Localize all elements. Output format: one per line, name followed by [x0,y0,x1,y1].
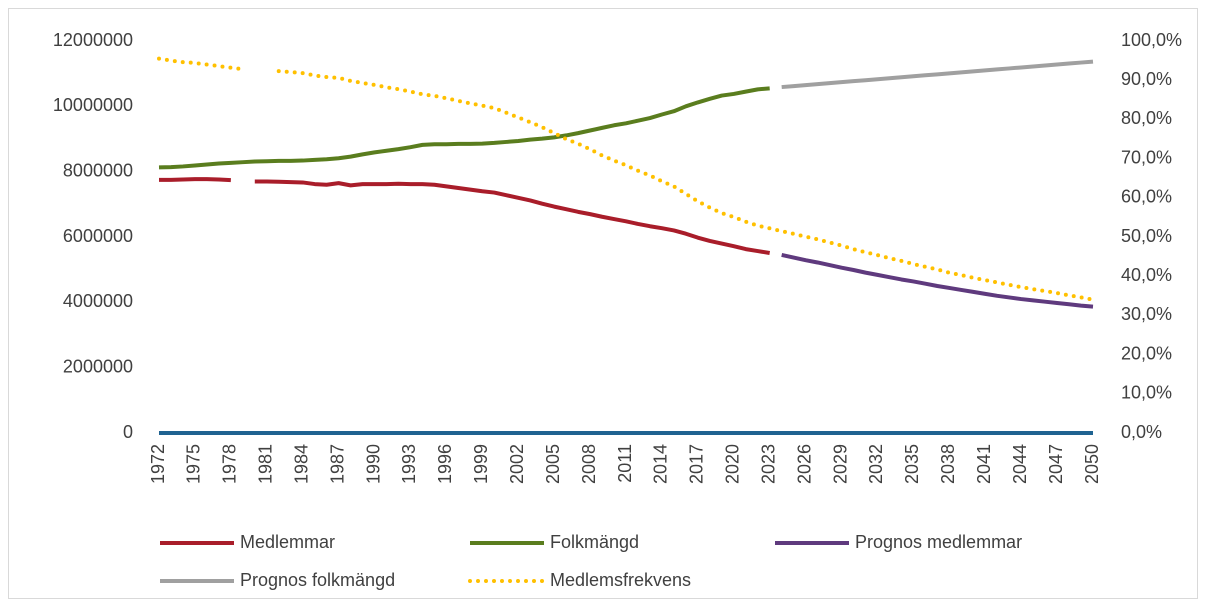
y2-tick-label: 40,0% [1121,265,1172,285]
x-tick-label: 2005 [543,444,563,484]
y-tick-label: 4000000 [63,291,133,311]
chart-frame [8,8,1198,599]
series-line [254,179,771,255]
x-tick-label: 2029 [830,444,850,484]
y-tick-label: 12000000 [53,30,133,50]
y2-tick-label: 50,0% [1121,226,1172,246]
y2-tick-label: 90,0% [1121,69,1172,89]
series-line [276,69,1095,302]
series-line [781,253,1094,309]
y-tick-label: 8000000 [63,160,133,180]
y-tick-label: 0 [123,422,133,442]
x-tick-label: 2014 [651,444,671,484]
y2-tick-label: 60,0% [1121,187,1172,207]
x-tick-label: 1990 [363,444,383,484]
y2-tick-label: 70,0% [1121,147,1172,167]
y2-tick-label: 80,0% [1121,108,1172,128]
legend-label: Folkmängd [550,532,639,552]
legend-label: Medlemmar [240,532,335,552]
x-tick-label: 1972 [148,444,168,484]
series-line [159,177,231,183]
y2-tick-label: 20,0% [1121,343,1172,363]
x-tick-label: 2047 [1046,444,1066,484]
series-line [158,86,770,170]
y-tick-label: 6000000 [63,226,133,246]
y2-tick-label: 0,0% [1121,422,1162,442]
legend-label: Prognos medlemmar [855,532,1022,552]
x-tick-label: 2050 [1082,444,1102,484]
x-tick-label: 2035 [902,444,922,484]
x-tick-label: 1999 [471,444,491,484]
y-tick-label: 10000000 [53,95,133,115]
legend-label: Prognos folkmängd [240,570,395,590]
x-tick-label: 2026 [794,444,814,484]
x-tick-label: 2017 [687,444,707,484]
x-tick-label: 2011 [615,444,635,483]
series-line [781,59,1094,90]
x-tick-label: 2044 [1010,444,1030,484]
x-tick-label: 2023 [758,444,778,484]
series-line [157,56,245,72]
x-tick-label: 1987 [327,444,347,484]
y2-tick-label: 100,0% [1121,30,1182,50]
x-tick-label: 2038 [938,444,958,484]
x-tick-label: 2002 [507,444,527,484]
x-tick-label: 1978 [220,444,240,484]
legend-label: Medlemsfrekvens [550,570,691,590]
x-tick-label: 1984 [291,444,311,484]
x-tick-label: 2020 [723,444,743,484]
y2-tick-label: 30,0% [1121,304,1172,324]
x-tick-label: 2041 [974,444,994,484]
x-tick-label: 1975 [184,444,204,484]
x-tick-label: 1993 [399,444,419,484]
x-tick-label: 1981 [256,444,276,484]
y2-tick-label: 10,0% [1121,383,1172,403]
x-tick-label: 1996 [435,444,455,484]
x-tick-label: 2008 [579,444,599,484]
x-tick-label: 2032 [866,444,886,484]
y-tick-label: 2000000 [63,356,133,376]
